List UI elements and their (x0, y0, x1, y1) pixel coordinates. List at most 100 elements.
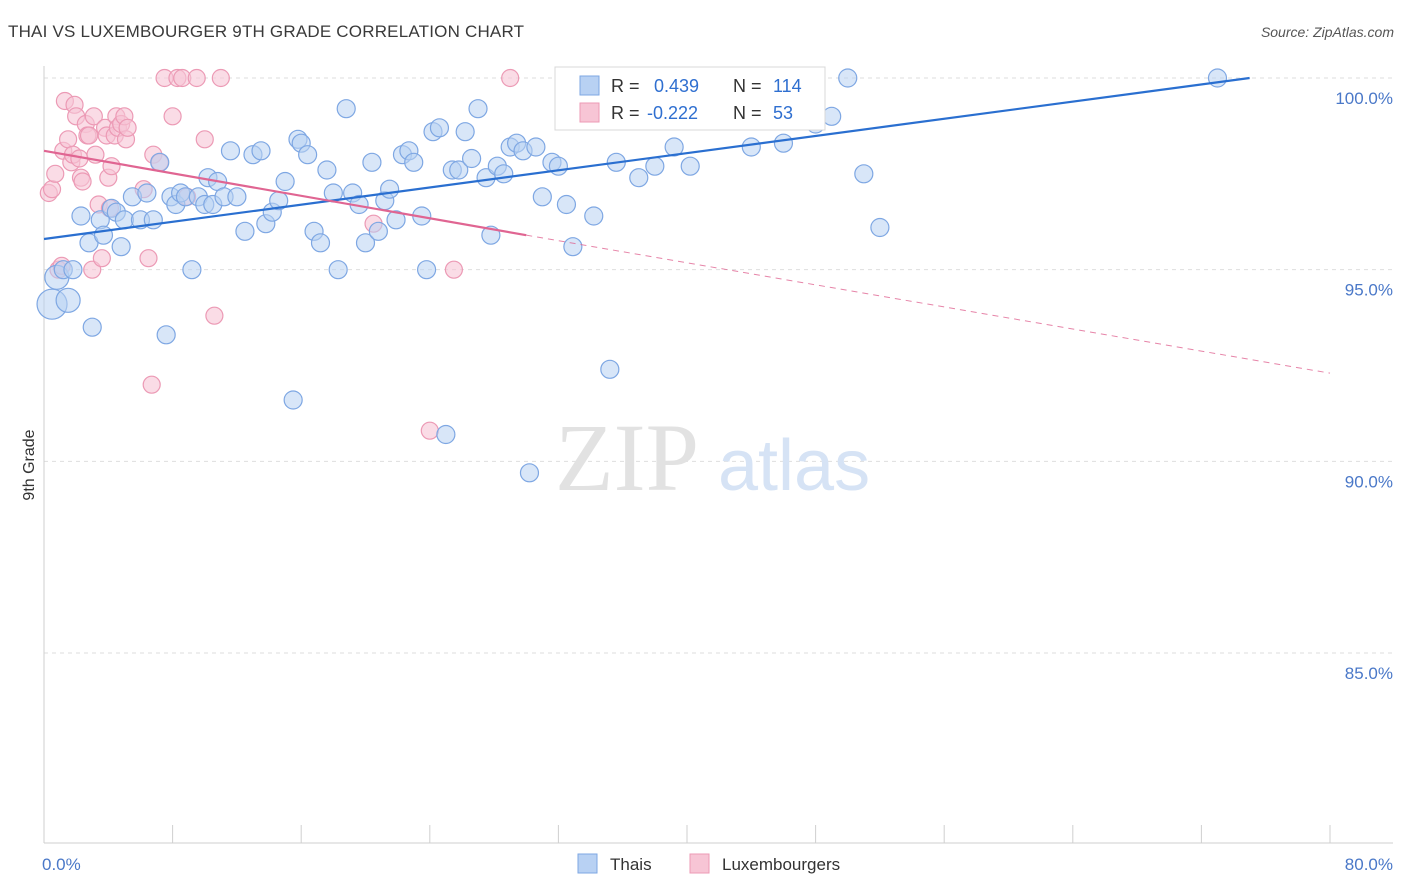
stats-swatch-thais (579, 75, 600, 96)
thais-point (1207, 68, 1228, 88)
thais-point (275, 171, 295, 192)
luxembourgers-point (79, 126, 99, 145)
thais-point (563, 237, 583, 257)
thais-point (854, 164, 874, 184)
stats-box-frame (554, 66, 826, 131)
thais-point (283, 390, 303, 410)
stats-n-label-thais: N = (733, 76, 762, 96)
x-tick-min: 0.0% (42, 855, 81, 874)
luxembourgers-point (73, 172, 92, 191)
x-tick-max: 80.0% (1345, 855, 1393, 874)
stats-swatch-luxembourgers (579, 102, 600, 123)
thais-point (436, 424, 456, 445)
thais-point (251, 141, 271, 161)
thais-trend-line (43, 76, 1250, 241)
luxembourgers-point (205, 306, 224, 325)
thais-point (63, 260, 83, 280)
grid-layer (44, 77, 1393, 654)
luxembourgers-point (92, 249, 111, 268)
stats-box: R = 0.439 N = 114 R = -0.222 N = 53 (554, 66, 826, 131)
luxembourgers-point (46, 164, 65, 183)
luxembourgers-point (211, 68, 230, 88)
thais-point (93, 225, 114, 245)
thais-point (150, 152, 170, 172)
y-axis-label: 9th Grade (21, 429, 38, 500)
thais-point (838, 68, 858, 88)
thais-point (336, 99, 356, 119)
thais-point (664, 137, 684, 157)
thais-point (416, 260, 437, 280)
legend-label-luxembourgers: Luxembourgers (722, 855, 840, 874)
thais-point (362, 152, 382, 172)
legend-swatch-luxembourgers (689, 853, 710, 874)
legend: Thais Luxembourgers (577, 853, 840, 874)
trend-layer (43, 76, 1331, 374)
luxembourgers-trend-extension (526, 234, 1331, 374)
stats-n-value-luxembourgers: 53 (773, 103, 793, 123)
stats-r-label-thais: R = (611, 76, 640, 96)
thais-point (680, 156, 700, 176)
thais-point (355, 233, 376, 253)
thais-point (328, 260, 348, 280)
thais-point (404, 152, 424, 172)
thais-point (156, 325, 176, 345)
thais-point (298, 145, 318, 165)
stats-n-label-luxembourgers: N = (733, 103, 762, 123)
thais-point (773, 133, 794, 153)
thais-point (114, 210, 134, 230)
legend-swatch-thais (577, 853, 598, 874)
thais-point (556, 194, 577, 215)
stats-r-value-thais: 0.439 (654, 76, 699, 96)
thais-point (526, 137, 546, 157)
thais-point (455, 122, 475, 142)
thais-point (600, 359, 620, 379)
luxembourgers-point (139, 249, 158, 268)
luxembourgers-point (118, 118, 137, 137)
luxembourgers-point (84, 107, 103, 126)
y-tick-label: 85.0% (1345, 664, 1393, 683)
thais-point (235, 221, 255, 241)
thais-point (461, 148, 482, 169)
thais-point (519, 463, 540, 483)
chart-title: THAI VS LUXEMBOURGER 9TH GRADE CORRELATI… (8, 22, 525, 41)
luxembourgers-point (42, 180, 62, 199)
luxembourgers-trend-line (43, 149, 527, 237)
watermark-atlas: atlas (718, 426, 870, 506)
thais-point (111, 237, 131, 257)
y-tick-label: 95.0% (1345, 281, 1393, 300)
thais-point (468, 99, 488, 119)
luxembourgers-point (102, 157, 121, 176)
luxembourgers-point (420, 421, 439, 440)
thais-points (36, 68, 1228, 483)
thais-point (870, 217, 890, 238)
thais-point (629, 168, 649, 188)
thais-point (429, 118, 450, 138)
thais-point (182, 260, 202, 280)
thais-point (55, 287, 81, 313)
stats-r-value-luxembourgers: -0.222 (647, 103, 698, 123)
stats-n-value-thais: 114 (773, 76, 802, 96)
luxembourgers-point (501, 68, 520, 88)
thais-point (227, 187, 247, 207)
y-tick-label: 90.0% (1345, 472, 1393, 491)
luxembourgers-point (187, 68, 206, 88)
thais-point (368, 221, 388, 241)
watermark-zip: ZIP (555, 404, 699, 511)
thais-point (741, 137, 761, 157)
thais-point (449, 160, 469, 180)
thais-point (137, 183, 157, 203)
thais-point (532, 187, 552, 207)
y-tick-label: 100.0% (1335, 89, 1393, 108)
thais-point (494, 164, 514, 184)
stats-r-label-luxembourgers: R = (611, 103, 640, 123)
thais-point (584, 206, 604, 226)
luxembourgers-point (163, 107, 182, 126)
thais-point (548, 156, 569, 176)
thais-point (645, 156, 665, 176)
thais-point (220, 141, 241, 161)
thais-point (310, 233, 331, 253)
luxembourgers-point (142, 375, 161, 394)
chart-source: Source: ZipAtlas.com (1260, 24, 1394, 40)
luxembourgers-point (195, 130, 214, 149)
